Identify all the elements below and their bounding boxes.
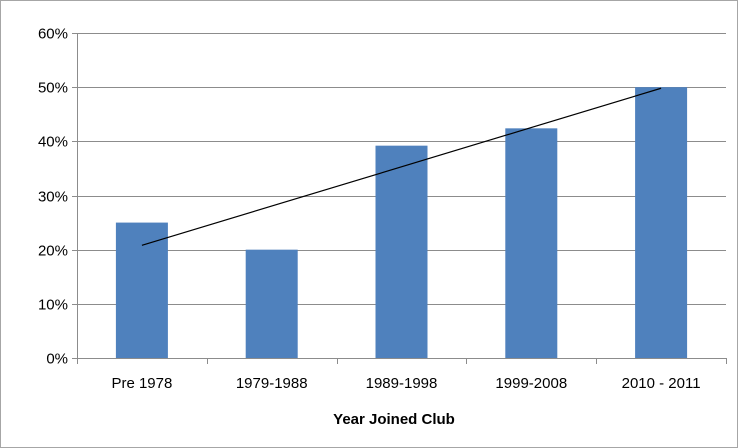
y-tick-label: 10%	[38, 297, 68, 314]
y-tick-label: 0%	[46, 351, 68, 368]
bar	[376, 146, 428, 358]
y-tick-label: 60%	[38, 26, 68, 43]
bar	[505, 128, 557, 358]
y-tick-label: 50%	[38, 80, 68, 97]
x-tick-label: 2010 - 2011	[622, 375, 701, 392]
bar	[635, 87, 687, 358]
x-axis-title: Year Joined Club	[333, 411, 455, 428]
y-tick-label: 20%	[38, 243, 68, 260]
x-tick-label: Pre 1978	[111, 375, 172, 392]
bars	[116, 87, 687, 358]
bar	[246, 250, 298, 358]
bar	[116, 223, 168, 358]
y-tick-label: 30%	[38, 189, 68, 206]
x-tick-label: 1979-1988	[236, 375, 308, 392]
x-tick-label: 1999-2008	[495, 375, 567, 392]
x-tick-label: 1989-1998	[366, 375, 438, 392]
y-tick-label: 40%	[38, 134, 68, 151]
